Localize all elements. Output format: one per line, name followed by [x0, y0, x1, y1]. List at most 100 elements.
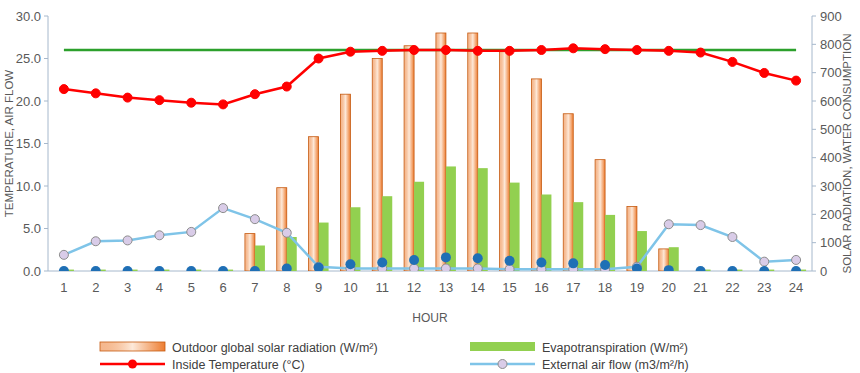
x-tick-label: 5 [188, 280, 195, 295]
marker [155, 231, 164, 240]
marker [377, 258, 387, 268]
marker [632, 263, 642, 271]
bar [595, 160, 605, 271]
marker [664, 265, 674, 271]
marker [760, 68, 769, 77]
bar [531, 79, 541, 271]
marker [664, 46, 673, 55]
marker [410, 46, 419, 55]
bar [436, 33, 446, 271]
marker [728, 233, 737, 242]
bar-series [64, 166, 806, 271]
marker [441, 46, 450, 55]
y2-tick [812, 157, 816, 158]
marker [218, 266, 228, 271]
marker [250, 90, 259, 99]
marker [441, 264, 450, 271]
marker [91, 89, 100, 98]
x-tick-label: 13 [439, 280, 453, 295]
marker [91, 237, 100, 246]
x-tick-label: 1 [60, 280, 67, 295]
x-tick-label: 9 [315, 280, 322, 295]
marker [282, 228, 291, 237]
y2-tick-label: 200 [820, 207, 842, 222]
y-tick [44, 143, 48, 144]
legend-marker [128, 360, 137, 369]
marker [473, 264, 482, 271]
y2-axis-line [812, 16, 813, 271]
y-tick [44, 186, 48, 187]
y2-tick-label: 500 [820, 122, 842, 137]
y2-tick [812, 242, 816, 243]
x-tick-label: 7 [251, 280, 258, 295]
legend-label: External air flow (m3/m²/h) [542, 358, 689, 372]
marker [123, 93, 132, 102]
x-tick-label: 11 [376, 280, 390, 295]
x-tick-label: 3 [124, 280, 131, 295]
line-series [59, 252, 801, 271]
marker [760, 257, 769, 266]
marker [154, 266, 164, 271]
x-tick-label: 19 [630, 280, 644, 295]
marker [664, 220, 673, 229]
x-tick-label: 4 [156, 280, 163, 295]
bar [245, 234, 255, 271]
bar [404, 46, 414, 271]
marker [219, 204, 228, 213]
x-tick-label: 14 [471, 280, 485, 295]
y2-tick [812, 44, 816, 45]
marker [696, 48, 705, 57]
marker [250, 215, 259, 224]
y2-tick-label: 0 [820, 264, 827, 279]
bar [372, 59, 382, 272]
x-tick-label: 18 [598, 280, 612, 295]
y2-tick-label: 900 [820, 9, 842, 24]
marker [728, 57, 737, 66]
x-tick-label: 20 [662, 280, 676, 295]
marker [696, 266, 706, 271]
marker [314, 54, 323, 63]
marker [505, 46, 514, 55]
marker [282, 82, 291, 91]
y2-tick-label: 100 [820, 235, 842, 250]
y-tick [44, 228, 48, 229]
y2-tick-label: 600 [820, 94, 842, 109]
legend-label: Inside Temperature (°C) [172, 358, 305, 372]
legend-swatch [100, 342, 165, 351]
y2-tick [812, 271, 816, 272]
y-tick-label: 10.0 [16, 179, 41, 194]
bar [563, 114, 573, 271]
marker [537, 46, 546, 55]
legend-swatch [470, 342, 535, 351]
marker [505, 256, 515, 266]
marker [250, 266, 260, 271]
line-series [59, 44, 800, 109]
marker [759, 266, 769, 271]
y-tick-label: 30.0 [16, 9, 41, 24]
x-tick-label: 22 [725, 280, 739, 295]
marker [59, 266, 69, 271]
chart: 0.05.010.015.020.025.030.001002003004005… [0, 0, 860, 373]
legend-label: Outdoor global solar radiation (W/m²) [172, 341, 378, 355]
marker [696, 221, 705, 230]
marker [91, 266, 101, 271]
marker [791, 266, 801, 271]
y-tick [44, 58, 48, 59]
bar [500, 52, 510, 271]
marker [345, 259, 355, 269]
x-tick-label: 10 [343, 280, 357, 295]
marker [473, 46, 482, 55]
y2-tick-label: 300 [820, 179, 842, 194]
y-tick [44, 16, 48, 17]
marker [378, 46, 387, 55]
x-tick-label: 15 [502, 280, 516, 295]
marker [441, 252, 451, 262]
marker [123, 266, 133, 271]
marker [409, 255, 419, 265]
x-tick-label: 21 [693, 280, 707, 295]
y-tick [44, 101, 48, 102]
marker [569, 44, 578, 53]
marker [155, 96, 164, 105]
marker [410, 264, 419, 271]
line-series [59, 204, 800, 271]
